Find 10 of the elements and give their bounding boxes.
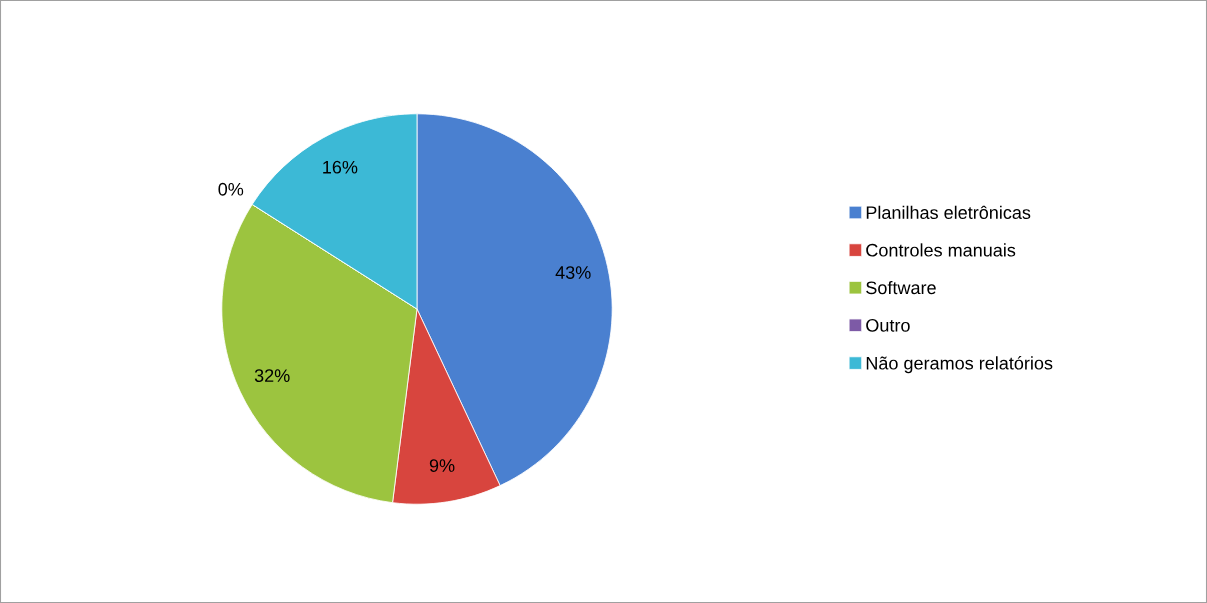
legend-label: Outro <box>866 318 910 332</box>
data-label: 9% <box>429 459 455 472</box>
legend-label: Software <box>866 280 936 295</box>
legend-label: Não geramos relatórios <box>866 356 1053 374</box>
legend-label: Planilhas eletrônicas <box>866 205 1031 219</box>
data-label: 43% <box>555 266 591 279</box>
data-label: 16% <box>323 160 358 174</box>
text: 0% <box>218 182 244 196</box>
legend-label: Controles manuais <box>866 243 1016 257</box>
data-label: 32% <box>254 369 290 382</box>
